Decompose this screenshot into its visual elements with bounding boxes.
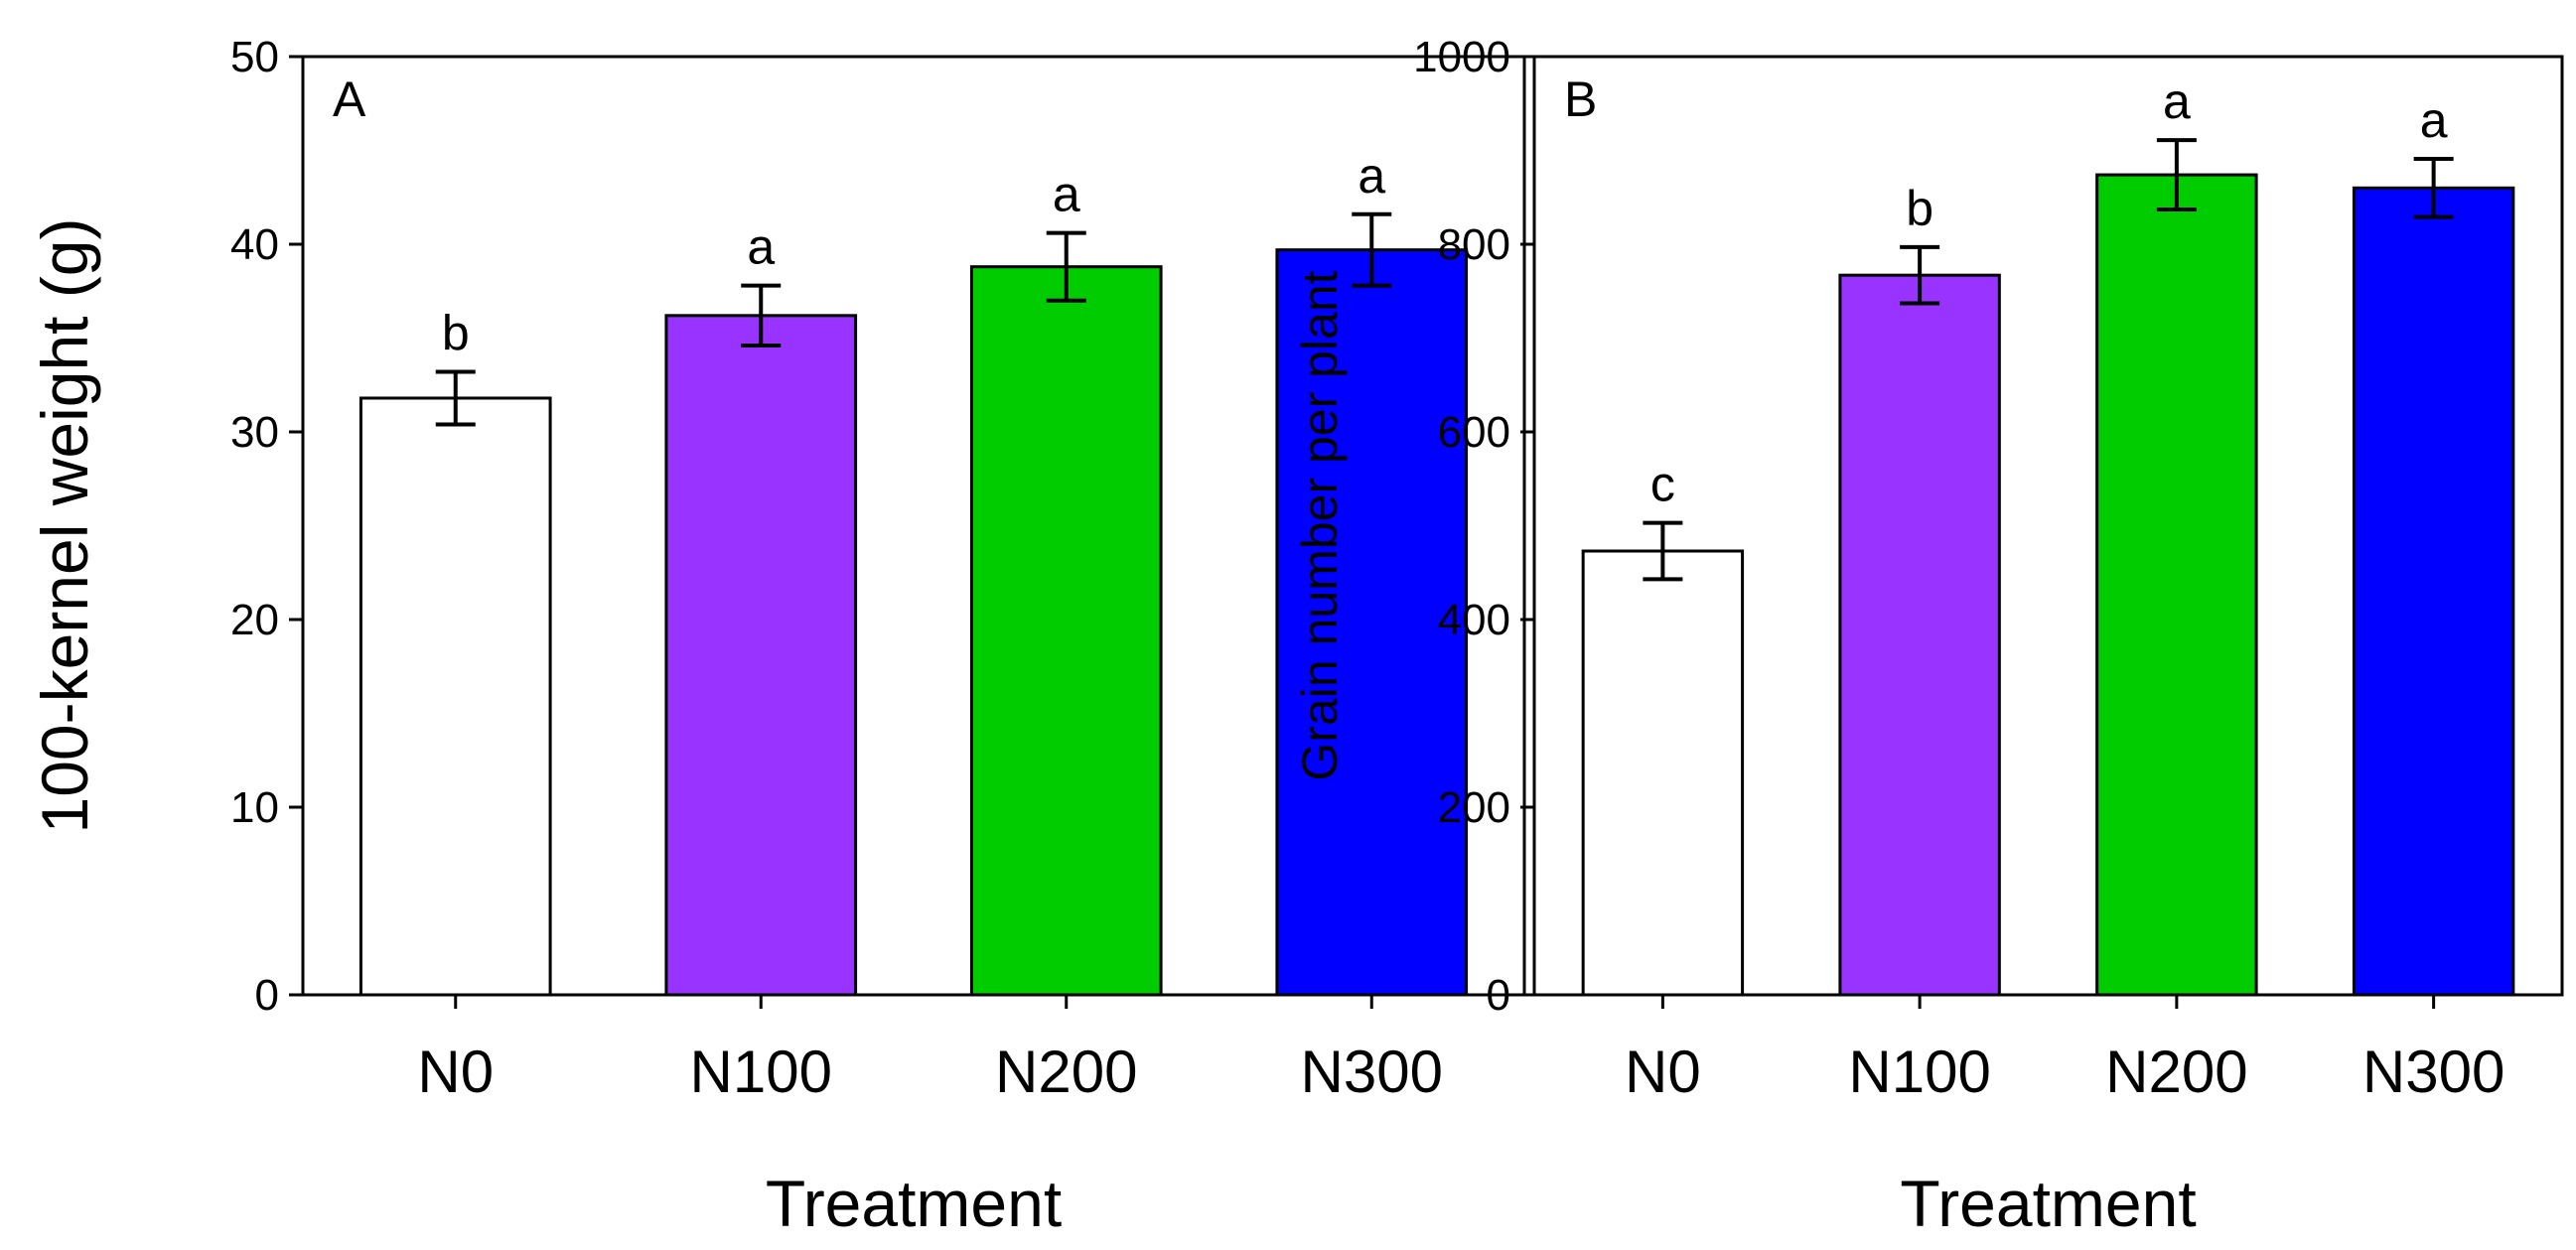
bar-n300 — [2352, 186, 2515, 997]
bar-n100 — [664, 314, 858, 997]
significance-label: c — [1650, 457, 1675, 512]
x-tick-label: N300 — [1301, 1039, 1443, 1105]
significance-label: a — [1053, 167, 1080, 222]
y-tick-label: 10 — [230, 783, 279, 832]
significance-label: a — [1358, 148, 1385, 204]
y-tick-label: 1000 — [1413, 33, 1510, 81]
x-tick-label: N100 — [690, 1039, 832, 1105]
x-tick-label: N200 — [995, 1039, 1137, 1105]
x-tick-label: N300 — [2362, 1039, 2504, 1105]
bar-n100 — [1838, 273, 2001, 997]
panel-a-weight-chart: 0 10 20 30 40 50 b N0 a N100 a N200 a N300 A Treatment 1… — [28, 33, 1526, 1240]
panel-label: B — [1564, 71, 1597, 127]
panel-label: A — [333, 71, 366, 127]
plot-frame — [301, 55, 1526, 997]
bar-n200 — [969, 265, 1163, 997]
y-axis-title: 100-kernel weight (g) — [28, 218, 101, 834]
significance-label: b — [1906, 181, 1933, 236]
x-tick-label: N0 — [1625, 1039, 1701, 1105]
y-tick-label: 20 — [230, 596, 279, 644]
significance-label: b — [442, 306, 470, 361]
y-tick-label: 200 — [1438, 783, 1510, 832]
significance-label: a — [2420, 92, 2448, 148]
significance-label: a — [747, 219, 775, 275]
significance-label: a — [2163, 73, 2191, 129]
y-tick-label: 800 — [1438, 220, 1510, 269]
y-tick-label: 600 — [1438, 408, 1510, 457]
x-tick-label: N0 — [417, 1039, 494, 1105]
y-tick-label: 30 — [230, 408, 279, 457]
y-tick-label: 0 — [1487, 971, 1510, 1020]
bar-n300 — [1275, 248, 1469, 997]
x-axis-title: Treatment — [1900, 1167, 2196, 1240]
y-tick-label: 50 — [230, 33, 279, 81]
panel-b-grain-chart: 0 200 400 600 800 1000 c N0 b N100 a N200 a N300 B Trea… — [1292, 33, 2564, 1240]
bar-n0 — [1581, 549, 1745, 997]
plot-frame — [1532, 55, 2564, 997]
y-tick-label: 40 — [230, 220, 279, 269]
x-tick-label: N200 — [2105, 1039, 2247, 1105]
x-tick-label: N100 — [1848, 1039, 1990, 1105]
y-axis-title: Grain number per plant — [1292, 270, 1348, 780]
x-axis-title: Treatment — [766, 1167, 1062, 1240]
y-tick-label: 0 — [255, 971, 279, 1020]
bar-n200 — [2095, 173, 2258, 997]
y-tick-label: 400 — [1438, 596, 1510, 644]
bar-n0 — [358, 396, 552, 997]
